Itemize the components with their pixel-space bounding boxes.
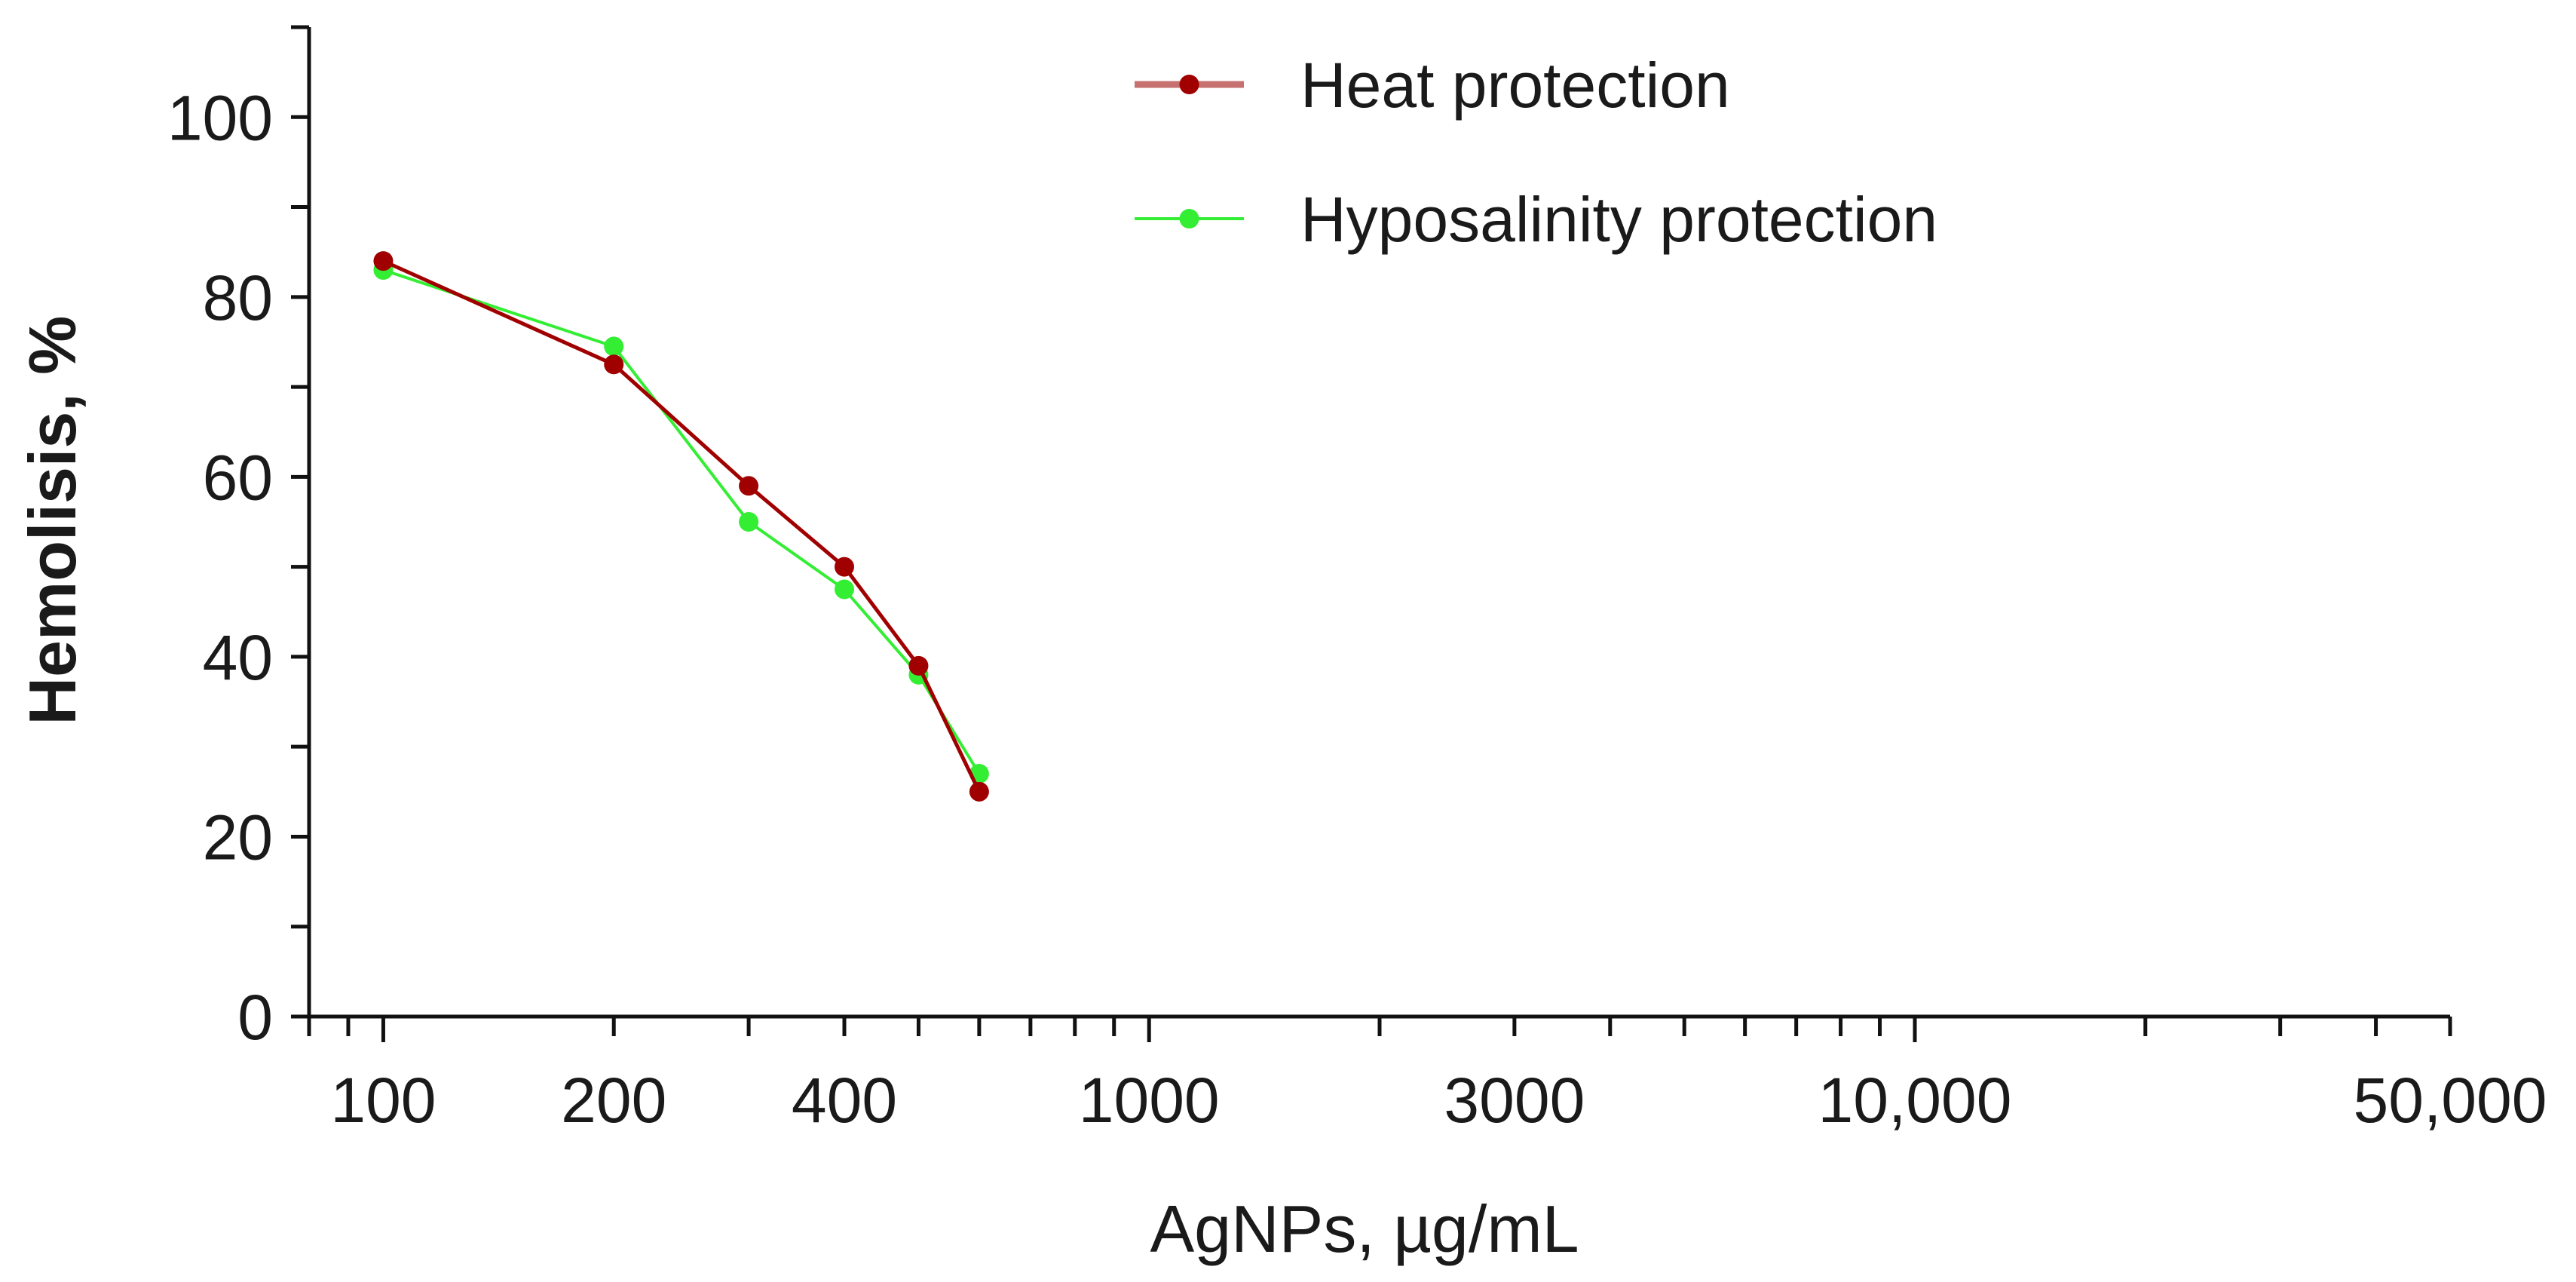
x-axis-ticks: 100 200 400 1000 3000 10,000 50,000 bbox=[307, 1017, 2547, 1136]
legend-item: Heat protection bbox=[1135, 50, 1730, 121]
legend-swatch-marker bbox=[1179, 209, 1199, 228]
y-tick-label: 100 bbox=[167, 82, 273, 153]
data-point bbox=[969, 781, 989, 802]
y-tick-label: 40 bbox=[203, 622, 273, 693]
data-point bbox=[835, 557, 854, 577]
series-line bbox=[382, 259, 982, 793]
y-tick-label: 0 bbox=[237, 982, 273, 1053]
series-line bbox=[382, 268, 981, 775]
data-point bbox=[604, 336, 624, 357]
legend-label: Heat protection bbox=[1300, 50, 1730, 121]
legend-swatch-marker bbox=[1179, 75, 1199, 94]
series-hyposalinity bbox=[373, 260, 989, 784]
legend: Heat protection Hyposalinity protection bbox=[1135, 50, 1937, 255]
x-tick-label: 400 bbox=[792, 1065, 897, 1136]
y-tick-label: 60 bbox=[203, 442, 273, 513]
legend-item: Hyposalinity protection bbox=[1135, 184, 1937, 255]
series-layer bbox=[373, 251, 989, 802]
y-tick-label: 20 bbox=[203, 802, 273, 873]
y-axis-ticks: 0 20 40 60 80 100 bbox=[167, 25, 309, 1053]
x-tick-label: 3000 bbox=[1444, 1065, 1585, 1136]
x-tick-label: 10,000 bbox=[1818, 1065, 2012, 1136]
data-point bbox=[835, 579, 854, 600]
x-tick-label: 1000 bbox=[1079, 1065, 1220, 1136]
data-point bbox=[373, 251, 394, 271]
x-axis-title: AgNPs, µg/mL bbox=[1150, 1192, 1579, 1266]
data-point bbox=[908, 655, 929, 676]
data-point bbox=[739, 512, 759, 532]
data-point bbox=[739, 476, 759, 496]
x-tick-label: 200 bbox=[561, 1065, 666, 1136]
x-tick-label: 50,000 bbox=[2354, 1065, 2547, 1136]
legend-label: Hyposalinity protection bbox=[1300, 184, 1937, 255]
x-tick-label: 100 bbox=[330, 1065, 436, 1136]
series-heat bbox=[373, 251, 989, 802]
axes bbox=[307, 27, 2450, 1019]
y-axis-title: Hemolisis, % bbox=[15, 316, 90, 725]
y-tick-label: 80 bbox=[203, 262, 273, 333]
data-point bbox=[604, 354, 624, 375]
